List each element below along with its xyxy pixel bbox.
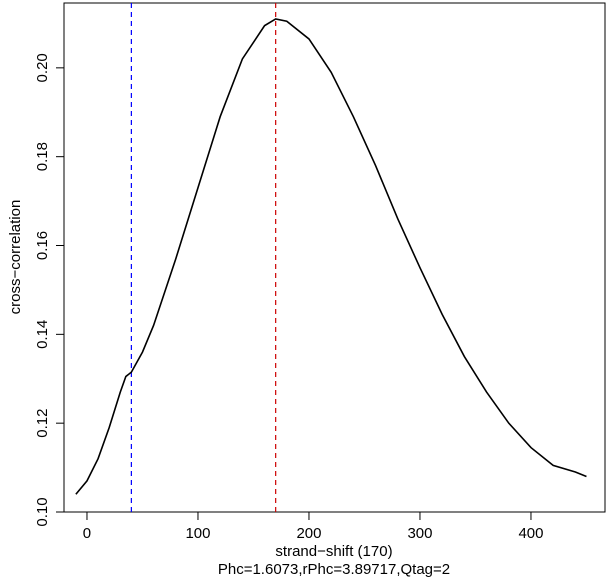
x-tick-label: 300 [407, 525, 432, 542]
y-tick-label: 0.16 [34, 231, 51, 260]
plot-frame [63, 2, 606, 513]
y-tick-label: 0.20 [34, 53, 51, 82]
y-tick-label: 0.14 [34, 320, 51, 349]
y-tick-label: 0.18 [34, 142, 51, 171]
x-tick-label: 200 [296, 525, 321, 542]
y-tick-label: 0.10 [34, 497, 51, 526]
x-tick-label: 100 [185, 525, 210, 542]
data-line [75, 18, 587, 495]
subtitle: Phc=1.6073,rPhc=3.89717,Qtag=2 [218, 561, 450, 577]
x-tick-label: 400 [518, 525, 543, 542]
x-axis-label: strand−shift (170) [275, 543, 392, 560]
y-axis-label: cross−correlation [7, 200, 24, 315]
x-tick-label: 0 [83, 525, 91, 542]
y-tick-label: 0.12 [34, 409, 51, 438]
